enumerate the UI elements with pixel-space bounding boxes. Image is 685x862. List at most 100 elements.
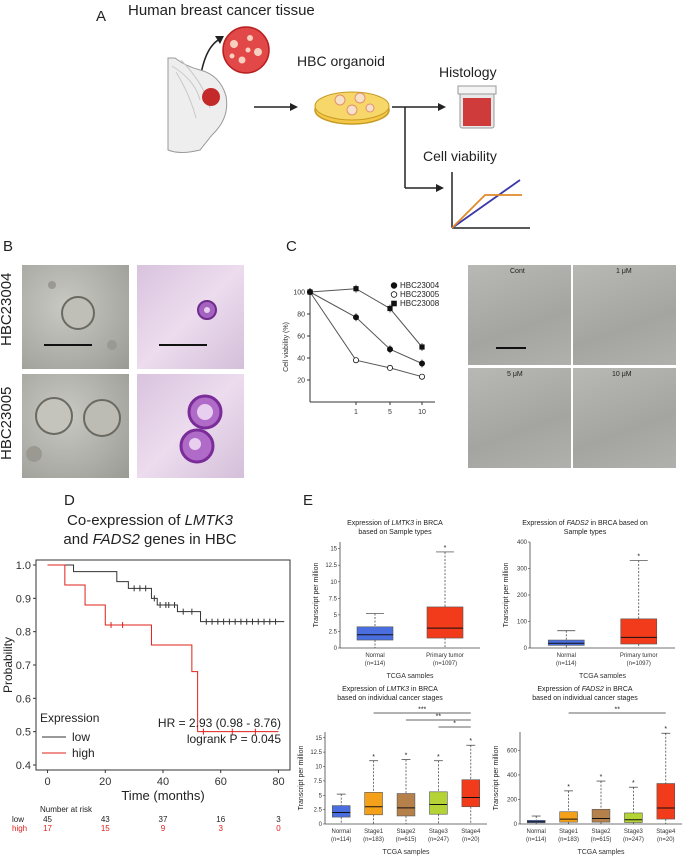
km-title-gene1: LMTK3 [184, 512, 233, 529]
risk-low-value: 3 [276, 815, 281, 824]
image-label-1um: 1 μM [616, 268, 632, 275]
y-tick-label: 10 [315, 765, 322, 771]
y-axis-label: Cell viability (%) [283, 322, 290, 372]
data-point-HBC23005 [353, 357, 360, 364]
panel-b-letter: B [3, 238, 14, 255]
x-tick-label: Normal [557, 653, 576, 659]
panel-a-letter: A [96, 8, 107, 25]
data-point-HBC23004 [353, 314, 360, 321]
cell-image-5um [468, 368, 571, 468]
box-Primary tumor [620, 618, 658, 645]
x-tick-label: 20 [99, 776, 111, 788]
km-title-gene2: FADS2 [92, 531, 140, 548]
x-tick-label: 1 [354, 409, 358, 416]
data-point-HBC23008 [387, 305, 393, 312]
series-line-HBC23005 [309, 291, 423, 378]
x-tick-n: (n=247) [428, 837, 449, 843]
cell-image-10um [573, 368, 676, 468]
viability-mini-chart-icon [451, 172, 530, 229]
x-tick-label: Normal [365, 653, 384, 659]
y-axis-label: Transcript per million [503, 563, 510, 628]
y-axis-label: Transcript per million [493, 746, 500, 811]
image-label-10um: 10 μM [612, 371, 632, 378]
y-tick-label: 100 [517, 620, 528, 626]
sig-star: * [405, 753, 408, 760]
row2-label: HBC23005 [0, 386, 15, 460]
x-axis-label: TCGA samples [386, 673, 434, 678]
plot4-title-pre: Expression of [537, 686, 582, 693]
plot1-title: Expression of LMTK3 in BRCA based on Samp… [305, 519, 485, 537]
y-axis-label: Transcript per million [298, 746, 305, 811]
sig-label: ** [436, 714, 442, 721]
box-Normal [547, 639, 585, 646]
y-tick-label: 10 [330, 580, 337, 586]
y-tick-label: 0.9 [16, 593, 31, 605]
x-tick-label: Stage4 [656, 829, 676, 835]
y-tick-label: 40 [297, 356, 305, 363]
y-tick-label: 60 [297, 334, 305, 341]
viability-label: Cell viability [423, 148, 497, 164]
x-tick-n: (n=114) [526, 837, 546, 843]
series-line-HBC23008 [309, 288, 423, 348]
y-tick-label: 5 [334, 613, 338, 619]
x-tick-n: (n=183) [558, 837, 579, 843]
workflow-illustration [167, 26, 530, 229]
sig-star: * [437, 754, 440, 761]
km-curve-high [47, 564, 279, 733]
data-point-HBC23005 [387, 364, 394, 371]
risk-low-value: 16 [216, 815, 225, 824]
risk-low-value: 45 [43, 815, 52, 824]
y-tick-label: 1.0 [16, 560, 31, 572]
x-axis-label: Time (months) [121, 788, 204, 803]
petri-dish-icon [314, 91, 390, 125]
y-axis-label: Probability [1, 637, 15, 693]
bf-image-hbc23004 [22, 265, 129, 369]
histology-label: Histology [439, 64, 497, 80]
viability-chart: 204060801001510C28 (μM)Cell viability (%… [283, 281, 440, 416]
plot3-title-post: in BRCA [409, 686, 438, 693]
box-Stage2 [396, 793, 416, 817]
box-Stage2 [591, 808, 611, 823]
data-point-HBC23008 [419, 344, 425, 350]
legend-title: Expression [40, 711, 99, 725]
x-tick-label: Stage4 [461, 829, 481, 835]
plot4-title-line2: based on individual cancer stages [532, 695, 638, 702]
x-tick-label: 40 [157, 776, 169, 788]
x-tick-n: (n=20) [657, 837, 675, 843]
y-tick-label: 0 [319, 822, 323, 828]
y-tick-label: 7.5 [329, 596, 338, 602]
x-tick-label: Stage2 [591, 829, 611, 835]
tumor-tissue-icon [222, 26, 270, 74]
sig-star: * [469, 738, 472, 745]
y-tick-label: 600 [507, 748, 518, 754]
plot1-title-line2: based on Sample types [358, 529, 432, 536]
y-tick-label: 0.4 [16, 760, 31, 772]
km-title-pre: Co-expression of [67, 512, 185, 529]
data-point-HBC23008 [353, 286, 359, 292]
data-point-HBC23004 [387, 346, 394, 353]
y-tick-label: 0 [524, 646, 528, 652]
plot1-gene: LMTK3 [391, 520, 415, 527]
plot2-title: Expression of FADS2 in BRCA based on Samp… [495, 519, 675, 537]
risk-low-label: low [12, 815, 24, 824]
bf-image-hbc23005 [22, 374, 129, 478]
x-tick-label: 5 [388, 409, 392, 416]
y-tick-label: 5 [319, 793, 323, 799]
box-plot-lmtk3-stages: 0 2.5 5 7.5 10 12.5 15 Transcript per million No… [298, 707, 487, 856]
box-Stage1 [559, 811, 578, 823]
x-tick-n: (n=114) [365, 661, 385, 667]
y-tick-label: 12.5 [325, 563, 337, 569]
km-title-line1: Co-expression of LMTK3 [0, 512, 300, 529]
plot1-title-post: in BRCA [414, 520, 443, 527]
plot2-title-post: in BRCA based on [588, 520, 648, 527]
risk-low-value: 43 [101, 815, 110, 824]
x-tick-label: 60 [215, 776, 227, 788]
box-Normal [356, 626, 394, 641]
plot2-title-line2: Sample types [563, 529, 607, 536]
legend-label: HBC23004 [400, 281, 440, 290]
x-axis-label: TCGA samples [577, 849, 625, 856]
data-point-HBC23005 [418, 373, 425, 380]
sig-star: * [632, 780, 635, 787]
box-Primary tumor [426, 606, 464, 639]
x-tick-n: (n=1097) [433, 661, 457, 667]
